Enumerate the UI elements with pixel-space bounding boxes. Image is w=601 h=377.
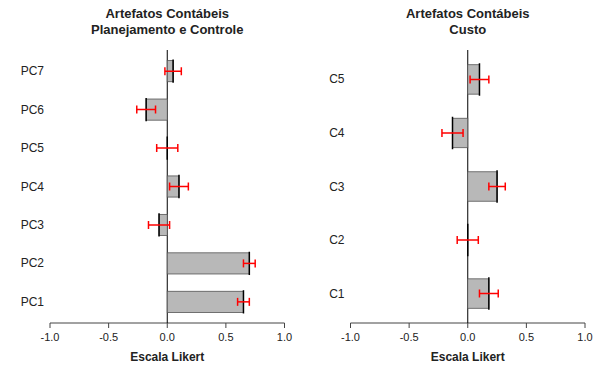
error-line xyxy=(148,224,169,226)
chart-root: Artefatos ContábeisPlanejamento e Contro… xyxy=(0,0,601,377)
x-tick xyxy=(526,323,527,328)
error-bar xyxy=(470,75,489,83)
error-line xyxy=(137,109,156,111)
error-line xyxy=(442,132,463,134)
title: Artefatos ContábeisCusto xyxy=(406,6,530,37)
error-bar xyxy=(442,129,463,137)
error-cap xyxy=(441,129,443,137)
error-bar xyxy=(170,183,189,191)
x-tick-label: 0.5 xyxy=(519,331,534,343)
x-tick xyxy=(108,323,109,328)
category-label: PC1 xyxy=(21,295,45,309)
x-tick xyxy=(585,323,586,328)
error-bar xyxy=(479,290,498,298)
error-cap xyxy=(237,298,239,306)
error-line xyxy=(157,147,178,149)
category-label: C3 xyxy=(329,180,345,194)
x-tick xyxy=(409,323,410,328)
x-tick-label: 0.0 xyxy=(160,331,175,343)
x-tick-label: -1.0 xyxy=(341,331,360,343)
plot-area xyxy=(137,50,255,323)
category-label: C2 xyxy=(329,233,345,247)
error-cap xyxy=(243,259,245,267)
error-bar xyxy=(137,106,156,114)
error-cap xyxy=(478,236,480,244)
x-tick-label: 0.0 xyxy=(460,331,475,343)
x-tick xyxy=(225,323,226,328)
error-bar xyxy=(457,236,478,244)
error-cap xyxy=(169,221,171,229)
error-cap xyxy=(155,106,157,114)
category-label: PC5 xyxy=(21,141,45,155)
x-tick-label: 0.5 xyxy=(218,331,233,343)
error-cap xyxy=(169,183,171,191)
error-cap xyxy=(497,290,499,298)
error-line xyxy=(238,301,250,303)
error-cap xyxy=(181,67,183,75)
error-cap xyxy=(488,75,490,83)
error-cap xyxy=(188,183,190,191)
category-label: PC7 xyxy=(21,64,45,78)
error-cap xyxy=(254,259,256,267)
x-tick-label: -1.0 xyxy=(41,331,60,343)
category-label: C5 xyxy=(329,72,345,86)
error-cap xyxy=(249,298,251,306)
error-bar xyxy=(157,144,178,152)
category-label: C4 xyxy=(329,126,345,140)
error-cap xyxy=(505,183,507,191)
error-line xyxy=(170,186,189,188)
x-tick-label: -0.5 xyxy=(400,331,419,343)
category-label: PC6 xyxy=(21,103,45,117)
category-label: PC4 xyxy=(21,180,45,194)
error-line xyxy=(457,239,478,241)
error-cap xyxy=(462,129,464,137)
bar xyxy=(167,291,243,312)
x-tick-label: -0.5 xyxy=(99,331,118,343)
error-bar xyxy=(489,183,505,191)
category-label: C1 xyxy=(329,287,345,301)
x-tick xyxy=(167,323,168,328)
error-cap xyxy=(456,236,458,244)
x-axis-label: Escala Likert xyxy=(431,350,505,364)
x-tick xyxy=(50,323,51,328)
error-line xyxy=(479,293,498,295)
error-cap xyxy=(156,144,158,152)
error-cap xyxy=(148,221,150,229)
category-label: PC3 xyxy=(21,218,45,232)
x-tick xyxy=(284,323,285,328)
x-tick-label: 1.0 xyxy=(277,331,292,343)
error-bar xyxy=(165,67,181,75)
plot-area xyxy=(442,50,505,323)
category-label: PC2 xyxy=(21,256,45,270)
error-line xyxy=(243,263,255,265)
error-cap xyxy=(136,106,138,114)
error-bar xyxy=(148,221,169,229)
x-axis-label: Escala Likert xyxy=(130,350,204,364)
bar xyxy=(167,253,249,274)
panel: Artefatos ContábeisPlanejamento e Contro… xyxy=(21,6,292,364)
title: Artefatos ContábeisPlanejamento e Contro… xyxy=(91,6,243,37)
error-bar xyxy=(243,259,255,267)
x-tick xyxy=(467,323,468,328)
error-cap xyxy=(177,144,179,152)
x-tick-label: 1.0 xyxy=(577,331,592,343)
x-tick xyxy=(350,323,351,328)
panel: Artefatos ContábeisCusto -1.0 -0.5 0.0 0.5 1.… xyxy=(329,6,592,364)
error-cap xyxy=(469,75,471,83)
error-cap xyxy=(488,183,490,191)
error-cap xyxy=(164,67,166,75)
error-line xyxy=(489,186,505,188)
error-cap xyxy=(479,290,481,298)
error-line xyxy=(470,79,489,81)
error-line xyxy=(165,70,181,72)
error-bar xyxy=(238,298,250,306)
